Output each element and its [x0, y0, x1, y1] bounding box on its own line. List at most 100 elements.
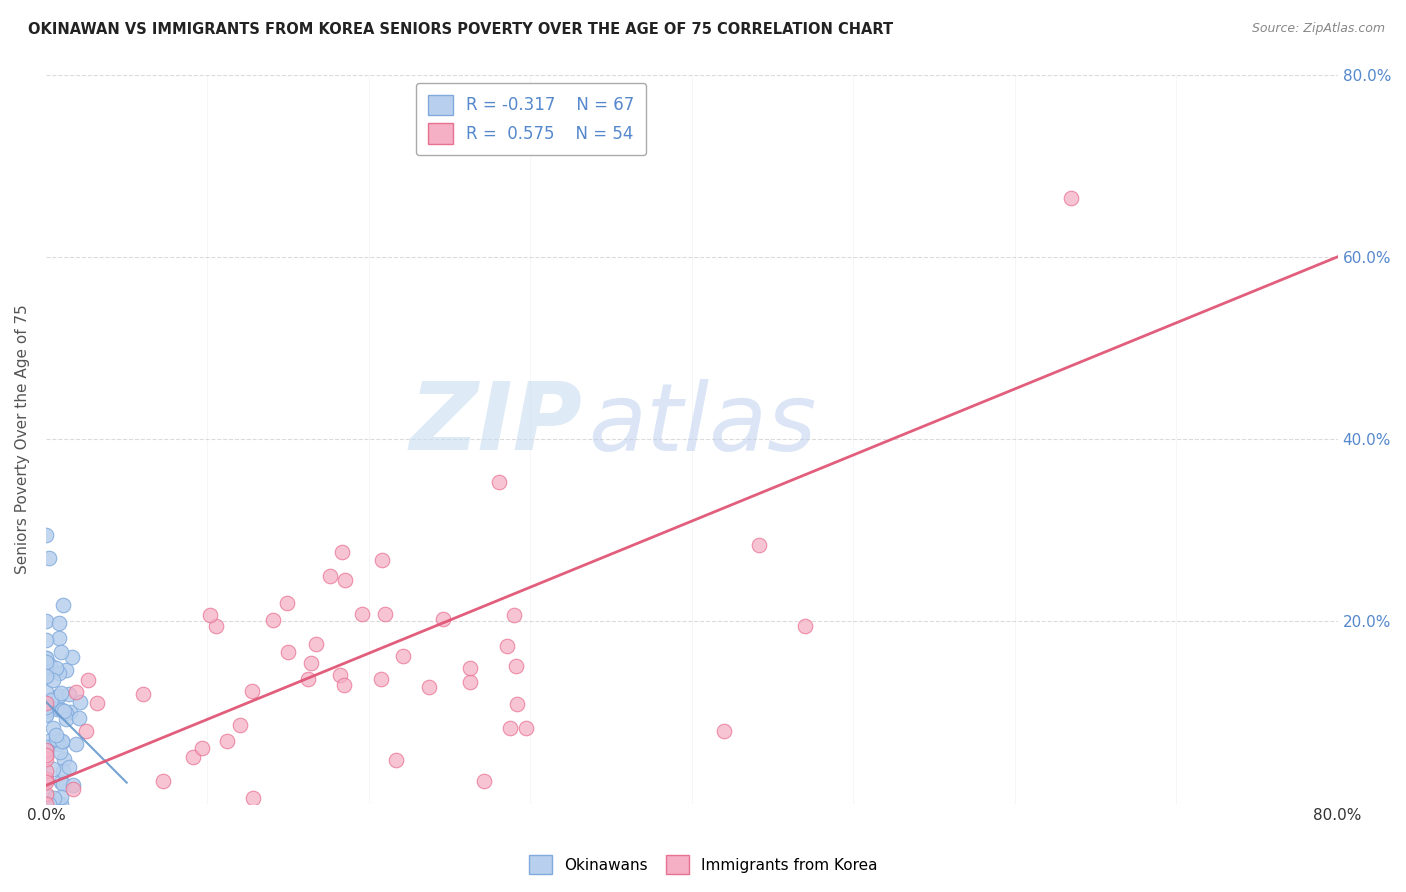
- Point: [35, 743, 58, 757]
- Point: [215, 734, 238, 748]
- Point: [200, 607, 222, 622]
- Point: [35, 707, 58, 722]
- Point: [515, 721, 537, 735]
- Point: [505, 659, 527, 673]
- Point: [46, 797, 69, 811]
- Point: [333, 573, 356, 587]
- Point: [35, 797, 58, 811]
- Point: [69, 694, 91, 708]
- Point: [49, 774, 72, 789]
- Point: [52, 598, 75, 612]
- Point: [38, 790, 60, 805]
- Point: [75, 723, 97, 738]
- Point: [45, 731, 67, 746]
- Point: [495, 639, 517, 653]
- Point: [42, 721, 65, 735]
- Point: [181, 750, 204, 764]
- Point: [62, 782, 84, 797]
- Point: [131, 687, 153, 701]
- Point: [51, 764, 73, 778]
- Point: [35, 707, 58, 722]
- Point: [229, 718, 252, 732]
- Point: [432, 612, 454, 626]
- Point: [472, 773, 495, 788]
- Point: [55, 706, 77, 720]
- Y-axis label: Seniors Poverty Over the Age of 75: Seniors Poverty Over the Age of 75: [15, 304, 30, 574]
- Point: [35, 699, 58, 714]
- Point: [38, 550, 60, 565]
- Point: [35, 739, 58, 754]
- Point: [42, 673, 65, 688]
- Point: [299, 656, 322, 670]
- Point: [35, 659, 58, 673]
- Point: [277, 644, 299, 658]
- Point: [35, 699, 58, 714]
- Point: [458, 674, 481, 689]
- Point: [35, 696, 58, 710]
- Point: [35, 741, 58, 756]
- Text: atlas: atlas: [589, 379, 817, 470]
- Point: [319, 569, 342, 583]
- Legend: R = -0.317    N = 67, R =  0.575    N = 54: R = -0.317 N = 67, R = 0.575 N = 54: [416, 83, 645, 155]
- Point: [276, 596, 298, 610]
- Point: [1060, 190, 1083, 204]
- Point: [333, 678, 356, 692]
- Point: [49, 745, 72, 759]
- Point: [374, 607, 396, 621]
- Point: [51, 702, 73, 716]
- Point: [38, 734, 60, 748]
- Point: [506, 698, 529, 712]
- Point: [46, 737, 69, 751]
- Point: [152, 773, 174, 788]
- Point: [67, 711, 90, 725]
- Point: [35, 764, 58, 778]
- Point: [305, 638, 328, 652]
- Text: ZIP: ZIP: [409, 378, 582, 470]
- Point: [38, 797, 60, 811]
- Point: [488, 475, 510, 489]
- Point: [392, 649, 415, 664]
- Text: OKINAWAN VS IMMIGRANTS FROM KOREA SENIORS POVERTY OVER THE AGE OF 75 CORRELATION: OKINAWAN VS IMMIGRANTS FROM KOREA SENIOR…: [28, 22, 893, 37]
- Point: [35, 528, 58, 542]
- Point: [55, 663, 77, 677]
- Point: [262, 613, 284, 627]
- Point: [242, 790, 264, 805]
- Point: [51, 797, 73, 811]
- Point: [499, 721, 522, 735]
- Point: [418, 680, 440, 694]
- Point: [77, 673, 100, 688]
- Point: [42, 791, 65, 805]
- Point: [35, 650, 58, 665]
- Point: [204, 619, 226, 633]
- Point: [46, 700, 69, 714]
- Point: [35, 703, 58, 717]
- Point: [53, 752, 76, 766]
- Point: [458, 661, 481, 675]
- Point: [385, 753, 408, 767]
- Point: [65, 684, 87, 698]
- Point: [502, 607, 524, 622]
- Point: [86, 696, 108, 710]
- Point: [35, 615, 58, 629]
- Point: [48, 632, 70, 646]
- Point: [35, 745, 58, 759]
- Point: [371, 553, 394, 567]
- Point: [58, 760, 80, 774]
- Point: [62, 778, 84, 792]
- Point: [58, 687, 80, 701]
- Point: [49, 686, 72, 700]
- Point: [748, 538, 770, 552]
- Point: [793, 619, 815, 633]
- Text: Source: ZipAtlas.com: Source: ZipAtlas.com: [1251, 22, 1385, 36]
- Point: [242, 684, 264, 698]
- Legend: Okinawans, Immigrants from Korea: Okinawans, Immigrants from Korea: [523, 849, 883, 880]
- Point: [51, 735, 73, 749]
- Point: [35, 787, 58, 801]
- Point: [48, 665, 70, 680]
- Point: [45, 728, 67, 742]
- Point: [65, 737, 87, 751]
- Point: [35, 797, 58, 811]
- Point: [35, 772, 58, 787]
- Point: [35, 685, 58, 699]
- Point: [60, 649, 83, 664]
